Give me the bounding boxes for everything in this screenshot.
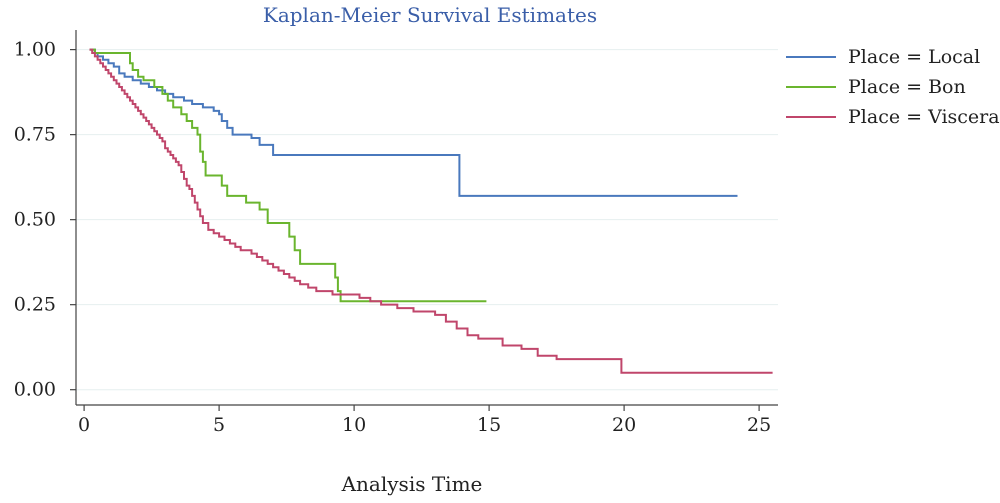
grid	[76, 49, 778, 391]
chart-title: Kaplan-Meier Survival Estimates	[263, 3, 597, 27]
x-tick-label: 25	[747, 414, 771, 436]
series-group	[89, 48, 773, 374]
y-tick-label: 0.75	[14, 124, 56, 146]
x-tick-label: 0	[78, 414, 90, 436]
legend-label: Place = Bon	[848, 76, 966, 98]
legend-label: Place = Viscera	[848, 106, 1000, 128]
axes: 0.00 0.25 0.50 0.75 1.00 0 5 10 15 20 25	[14, 30, 778, 436]
x-axis-label: Analysis Time	[341, 472, 483, 496]
survival-curve-local	[89, 48, 738, 197]
x-tick-label: 20	[612, 414, 636, 436]
legend-label: Place = Local	[848, 46, 980, 68]
x-tick-label: 15	[477, 414, 501, 436]
y-tick-label: 0.25	[14, 294, 56, 316]
x-tick-label: 5	[213, 414, 225, 436]
y-tick-label: 0.50	[14, 209, 56, 231]
survival-curve-viscera	[89, 48, 773, 374]
legend: Place = Local Place = Bon Place = Viscera	[786, 46, 1000, 128]
survival-curve-bon	[89, 48, 487, 303]
y-tick-label: 0.00	[14, 379, 56, 401]
x-tick-label: 10	[342, 414, 366, 436]
y-tick-label: 1.00	[14, 39, 56, 61]
